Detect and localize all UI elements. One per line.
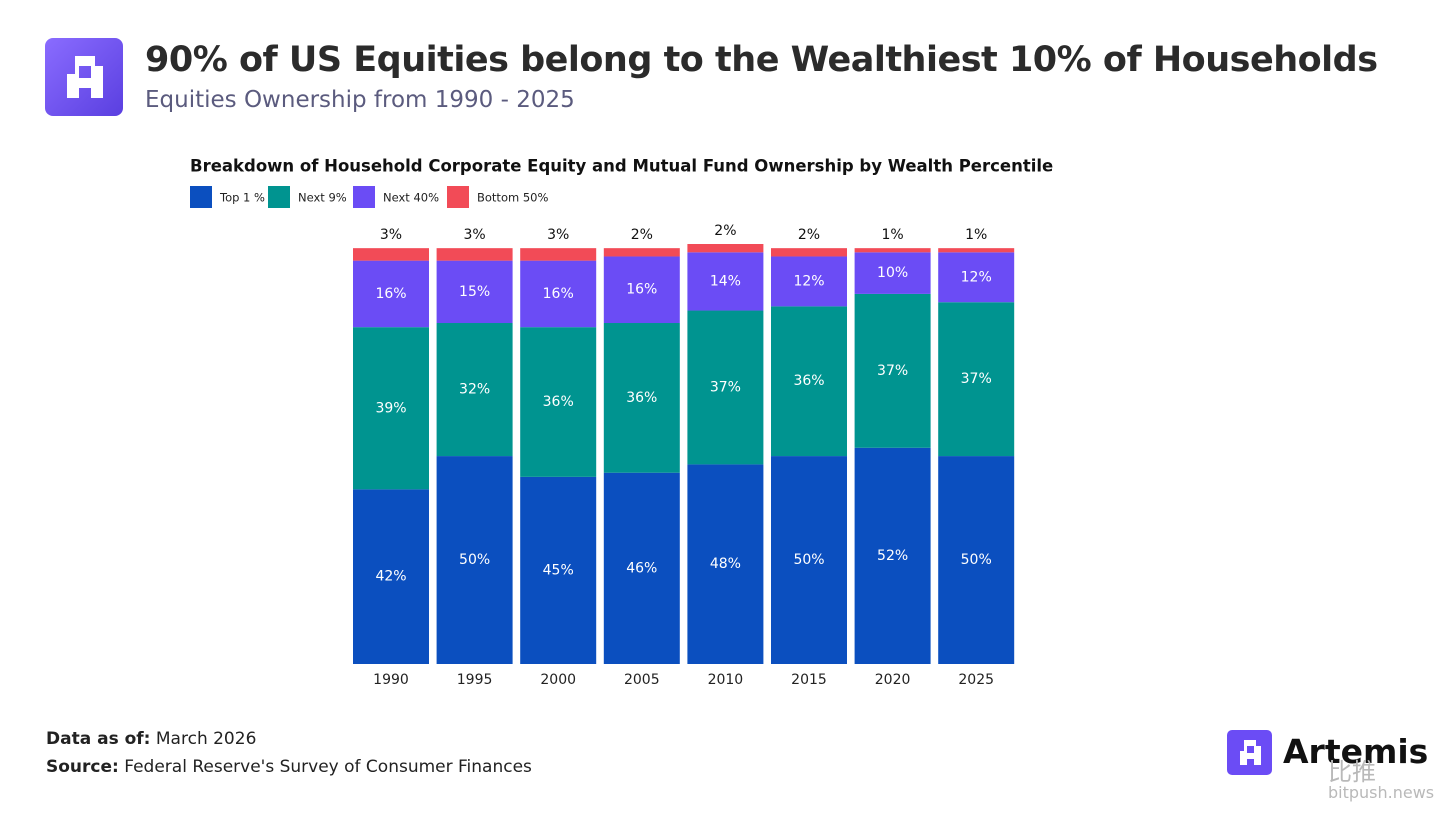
- x-tick-label: 2015: [791, 672, 827, 688]
- bar-segment: [520, 260, 597, 328]
- bar-segment: [520, 248, 597, 261]
- x-tick-label: 2010: [708, 672, 744, 688]
- bar-segment: [436, 248, 513, 261]
- value-label: 2%: [798, 227, 820, 243]
- data-as-of-label: Data as of:: [46, 729, 151, 749]
- watermark-cn: 比推: [1328, 758, 1376, 786]
- bar-segment: [771, 248, 847, 257]
- subtitle: Equities Ownership from 1990 - 2025: [145, 87, 575, 113]
- value-label: 36%: [793, 373, 824, 389]
- bar-segment: [938, 252, 1015, 303]
- value-label: 1%: [965, 227, 987, 243]
- value-label: 14%: [710, 273, 741, 289]
- x-tick-label: 2020: [875, 672, 911, 688]
- bar-segment: [687, 244, 764, 253]
- value-label: 15%: [459, 284, 490, 300]
- bar-segment: [353, 260, 429, 328]
- value-label: 36%: [626, 390, 657, 406]
- value-label: 2%: [631, 227, 653, 243]
- data-as-of-value: March 2026: [155, 729, 257, 749]
- bar-segment: [687, 252, 764, 311]
- value-label: 50%: [961, 552, 992, 568]
- bar-segment: [603, 248, 680, 257]
- legend-label: Next 9%: [298, 191, 347, 205]
- value-label: 16%: [375, 286, 406, 302]
- x-tick-label: 2000: [540, 672, 576, 688]
- value-label: 32%: [459, 382, 490, 398]
- value-label: 50%: [459, 552, 490, 568]
- watermark-site: bitpush.news: [1328, 783, 1435, 802]
- bar-segment: [854, 293, 931, 448]
- value-label: 16%: [626, 282, 657, 298]
- bar-segment: [603, 472, 680, 664]
- value-label: 48%: [710, 556, 741, 572]
- bar-segment: [436, 323, 513, 457]
- bar-segment: [603, 256, 680, 324]
- bar-segment: [353, 248, 429, 261]
- legend-label: Next 40%: [383, 191, 439, 205]
- legend-swatch: [353, 186, 375, 208]
- source-label: Source:: [46, 757, 119, 777]
- logo: [45, 38, 123, 116]
- brand: Artemis: [1283, 732, 1429, 771]
- legend-label: Bottom 50%: [477, 191, 548, 205]
- bar-segment: [771, 306, 847, 457]
- bar-segment: [436, 456, 513, 664]
- legend-swatch: [447, 186, 469, 208]
- source-value: Federal Reserve's Survey of Consumer Fin…: [124, 757, 532, 777]
- value-label: 37%: [877, 363, 908, 379]
- bar-segment: [771, 256, 847, 307]
- bar-segment: [854, 252, 931, 294]
- bar-segment: [938, 456, 1015, 664]
- value-label: 16%: [543, 286, 574, 302]
- bar-segment: [687, 464, 764, 664]
- legend-swatch: [268, 186, 290, 208]
- value-label: 39%: [375, 400, 406, 416]
- value-label: 12%: [961, 269, 992, 285]
- value-label: 52%: [877, 548, 908, 564]
- value-label: 45%: [543, 562, 574, 578]
- value-label: 3%: [547, 227, 569, 243]
- bar-segment: [353, 489, 429, 664]
- value-label: 1%: [881, 227, 903, 243]
- legend-swatch: [190, 186, 212, 208]
- value-label: 3%: [463, 227, 485, 243]
- bar-segment: [854, 248, 931, 253]
- bar-segment: [938, 248, 1015, 253]
- value-label: 3%: [380, 227, 402, 243]
- bar-segment: [687, 310, 764, 465]
- bar-segment: [436, 260, 513, 324]
- chart: Breakdown of Household Corporate Equity …: [190, 157, 1053, 688]
- brand-logo: [1227, 730, 1272, 775]
- value-label: 2%: [714, 223, 736, 239]
- bar-segment: [520, 476, 597, 664]
- bar-segment: [520, 327, 597, 477]
- value-label: 37%: [961, 371, 992, 387]
- chart-title: Breakdown of Household Corporate Equity …: [190, 157, 1053, 176]
- data-as-of: Data as of: March 2026: [46, 729, 256, 749]
- bar-segment: [353, 327, 429, 490]
- legend-label: Top 1 %: [219, 191, 265, 205]
- title: 90% of US Equities belong to the Wealthi…: [145, 40, 1378, 80]
- bar-segment: [854, 447, 931, 664]
- value-label: 42%: [375, 569, 406, 585]
- value-label: 37%: [710, 379, 741, 395]
- x-tick-label: 1995: [457, 672, 493, 688]
- value-label: 36%: [543, 394, 574, 410]
- x-tick-label: 2005: [624, 672, 660, 688]
- value-label: 46%: [626, 560, 657, 576]
- value-label: 10%: [877, 265, 908, 281]
- value-label: 12%: [793, 273, 824, 289]
- value-label: 50%: [793, 552, 824, 568]
- x-tick-label: 2025: [958, 672, 994, 688]
- bar-segment: [603, 323, 680, 473]
- x-tick-label: 1990: [373, 672, 409, 688]
- bar-segment: [938, 302, 1015, 457]
- bar-segment: [771, 456, 847, 664]
- source: Source: Federal Reserve's Survey of Cons…: [46, 757, 532, 777]
